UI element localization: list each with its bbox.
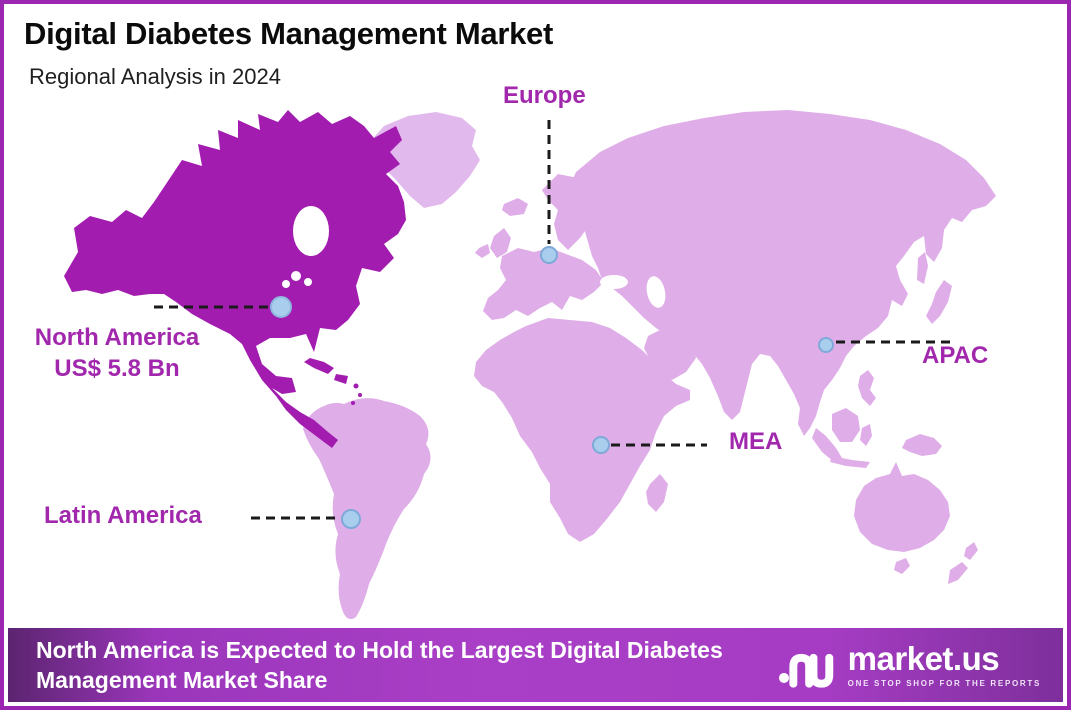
marker-europe [540,246,558,264]
map-java [830,456,870,468]
region-label-europe: Europe [503,82,586,109]
map-borneo [832,408,860,442]
region-label-latin-america: Latin America [44,502,202,529]
region-label-mea: MEA [729,428,783,455]
map-hudson-bay [293,206,329,256]
page-subtitle: Regional Analysis in 2024 [29,64,281,89]
map-north-america [64,110,406,448]
brand-name: market.us [847,640,1000,677]
map-japan [926,280,952,324]
map-ireland [475,244,490,258]
region-label-north-america: North America US$ 5.8 Bn [12,322,222,384]
footer-caption: North America is Expected to Hold the La… [36,636,723,693]
map-antilles-3 [351,401,355,405]
map-europe [483,248,604,320]
map-uk [490,228,511,258]
region-label-apac: APAC [922,342,989,369]
map-philippines [858,370,876,406]
map-sakhalin [917,252,928,284]
map-caspian-sea [646,276,666,308]
map-cuba [304,358,334,374]
map-africa [474,318,690,542]
marker-mea [592,436,610,454]
map-new-guinea [902,434,942,456]
map-antilles-1 [353,383,359,389]
map-sulawesi [860,424,872,446]
marker-apac [818,337,834,353]
map-hispaniola [334,374,348,384]
map-madagascar [646,474,668,512]
world-map [64,110,996,620]
marker-north-america [270,296,292,318]
brand-tagline: ONE STOP SHOP FOR THE REPORTS [847,679,1041,688]
page-title: Digital Diabetes Management Market [24,16,554,51]
market-us-logo-icon [778,653,833,688]
map-great-lake-2 [304,278,312,286]
marker-latin-america [341,509,361,529]
map-great-lake-3 [282,280,290,288]
region-value-north-america: US$ 5.8 Bn [54,355,180,383]
footer-banner: North America is Expected to Hold the La… [8,628,1063,702]
map-sumatra [812,428,842,462]
map-great-lake-1 [291,271,301,281]
map-tasmania [894,558,910,574]
map-iceland [502,198,528,216]
map-south-america [303,398,431,620]
map-asia [564,110,996,436]
region-name-north-america: North America [34,324,200,351]
map-australia [854,462,950,552]
map-antilles-2 [358,393,362,397]
map-black-sea [600,275,628,289]
map-new-zealand [948,542,978,584]
brand-logo: market.us ONE STOP SHOP FOR THE REPORTS [778,642,1041,688]
